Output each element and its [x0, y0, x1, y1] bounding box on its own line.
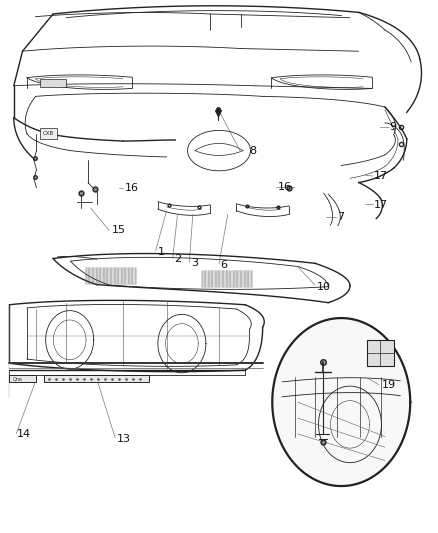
Bar	[44, 375, 149, 382]
Text: 1: 1	[158, 247, 165, 256]
Bar	[40, 79, 66, 87]
Text: 6: 6	[221, 260, 228, 270]
Text: 17: 17	[374, 200, 388, 211]
Text: 19: 19	[381, 379, 396, 390]
Text: 16: 16	[278, 182, 292, 192]
Text: 14: 14	[17, 429, 32, 439]
Text: 15: 15	[112, 225, 126, 236]
Bar	[10, 375, 36, 382]
Text: 9: 9	[389, 122, 396, 132]
Text: Qne: Qne	[13, 376, 23, 381]
Text: 8: 8	[250, 146, 257, 156]
Circle shape	[272, 318, 410, 486]
Text: 7: 7	[337, 212, 344, 222]
Text: 16: 16	[125, 183, 139, 193]
Text: CXB: CXB	[43, 131, 54, 136]
Text: 17: 17	[374, 171, 388, 181]
Text: 19: 19	[381, 379, 396, 390]
Text: 2: 2	[174, 254, 182, 264]
Text: 13: 13	[117, 434, 131, 444]
Bar	[40, 128, 57, 139]
Text: 10: 10	[317, 282, 331, 292]
Bar	[367, 341, 394, 366]
Text: 3: 3	[191, 259, 198, 268]
